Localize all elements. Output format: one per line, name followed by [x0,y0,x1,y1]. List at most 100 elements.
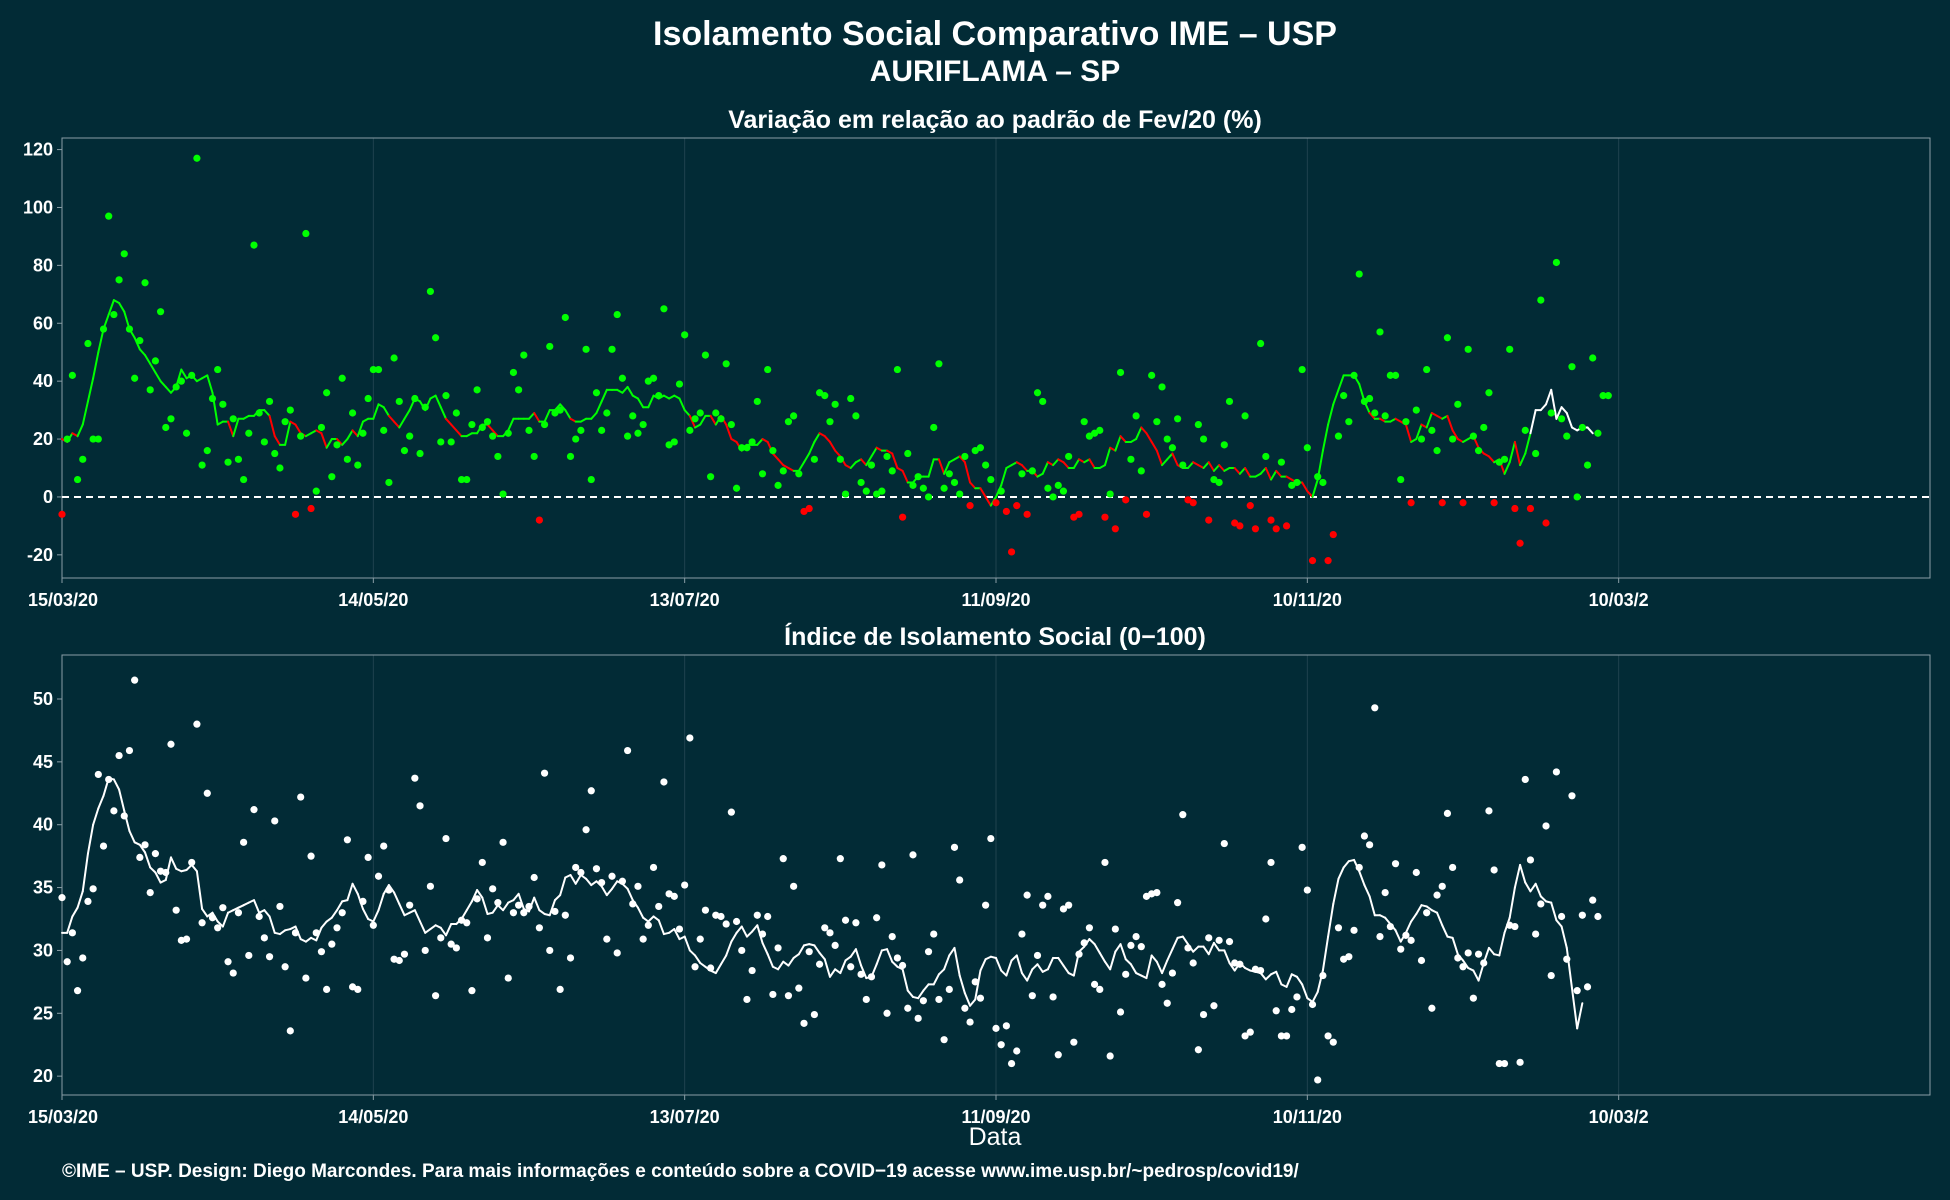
chart2-trend-segment [336,900,344,912]
chart2-data-point [535,924,543,932]
chart1-trend-segment [699,414,707,426]
chart1-data-point [784,418,793,426]
chart1-trend-segment [154,371,162,383]
chart1-data-point [58,510,66,518]
chart1-trend-segment [346,429,354,441]
chart1-data-point [992,499,1000,507]
chart2-data-point [930,930,938,938]
chart2-data-point [1096,985,1104,994]
chart1-data-point [1589,354,1597,362]
chart1-data-point [437,438,445,446]
chart1-data-point [566,452,575,461]
chart2-trend-segment [1155,960,1164,975]
chart1-data-point [489,432,497,440]
chart1-trend-segment [865,455,873,467]
chart2-trend-segment [860,964,868,980]
chart1-trend-segment [1150,440,1158,452]
chart2-trend-segment [1166,948,1174,962]
chart2-trend-segment [419,920,427,934]
chart1-data-point [987,475,995,484]
chart1-trend-segment [1233,467,1241,475]
chart2-data-point [131,676,139,684]
chart1-trend-segment [341,438,349,446]
chart1-trend-segment [138,348,147,357]
chart2-data-point [323,985,331,994]
chart2-trend-segment [1384,916,1392,926]
chart1-x-tick-label: 13/07/20 [650,590,720,610]
chart2-data-point [1532,930,1540,938]
chart1-data-point [717,415,725,423]
chart2-data-point [722,920,730,928]
chart1-data-point [1319,478,1327,487]
chart2-data-point [779,855,787,863]
chart1-data-point [1516,539,1524,547]
chart1-data-point [208,394,217,403]
chart2-data-point [255,912,263,921]
chart2-data-point [58,894,66,902]
chart2-x-tick-label: 10/11/20 [1273,1107,1342,1127]
chart1-trend-segment [1270,469,1278,481]
chart2-data-point [795,984,803,992]
chart2-trend-segment [818,951,826,961]
chart2-data-point [208,914,217,922]
chart2-data-point [395,956,403,965]
chart2-data-point [587,787,595,795]
chart1-trend-segment [1186,461,1195,469]
chart2-data-point [1485,807,1493,815]
chart2-trend-segment [1181,935,1189,946]
chart1-data-point [764,365,772,374]
chart1-trend-segment [1103,446,1112,467]
chart2-trend-segment [1275,970,1283,986]
chart2-trend-segment [465,900,473,912]
chart1-trend-segment [1145,432,1153,443]
chart1-y-tick-label: 120 [23,140,53,160]
chart1-data-point [89,435,97,443]
chart2-trend-segment [943,954,951,971]
chart2-data-point [1049,993,1057,1001]
chart1-trend-segment [1207,461,1215,472]
chart2-trend-segment [263,909,271,918]
chart2-data-point [1236,960,1244,968]
chart1-trend-segment [1415,423,1423,441]
chart2-trend-segment [476,889,484,899]
chart1-data-point [182,429,191,437]
chart2-data-point [556,985,564,994]
chart2-data-point [1303,886,1311,894]
chart1-trend-segment [969,481,977,490]
chart1-data-point [509,368,518,377]
chart1-trend-segment [984,495,992,507]
chart2-data-point [1589,896,1597,904]
chart2-trend-segment [995,956,1003,972]
chart2-data-point [1215,936,1223,944]
chart2-trend-segment [1519,863,1527,884]
chart2-data-point [831,941,839,950]
chart1-trend-segment [1275,469,1283,478]
chart2-data-point [1225,938,1234,946]
chart1-trend-segment [356,420,364,438]
chart2-trend-segment [1103,960,1112,971]
chart2-data-point [240,838,248,846]
chart2-trend-segment [745,930,754,938]
chart1-trend-segment [958,455,966,464]
chart1-trend-segment [590,412,598,420]
chart1-data-point [1334,432,1343,440]
chart2-trend-segment [512,892,520,902]
chart1-data-point [769,447,777,455]
chart1-data-point [1303,444,1311,452]
chart1-data-point [1469,432,1477,440]
chart1-data-point [1241,412,1249,420]
chart1-data-point [743,444,751,452]
chart2-data-point [1433,891,1441,899]
chart2-data-point [649,863,658,872]
chart2-trend-segment [169,856,178,870]
chart2-data-point [956,876,964,884]
chart2-data-point [727,808,735,816]
chart2-data-point [1381,889,1389,897]
footer-credit: ©IME – USP. Design: Diego Marcondes. Par… [62,1161,1299,1182]
chart2-data-point [79,954,87,962]
chart2-data-point [629,900,637,908]
chart2-trend-segment [751,924,759,933]
chart2-trend-segment [782,960,790,967]
chart2-data-point [1355,863,1363,872]
chart2-y-tick-label: 40 [33,815,53,835]
